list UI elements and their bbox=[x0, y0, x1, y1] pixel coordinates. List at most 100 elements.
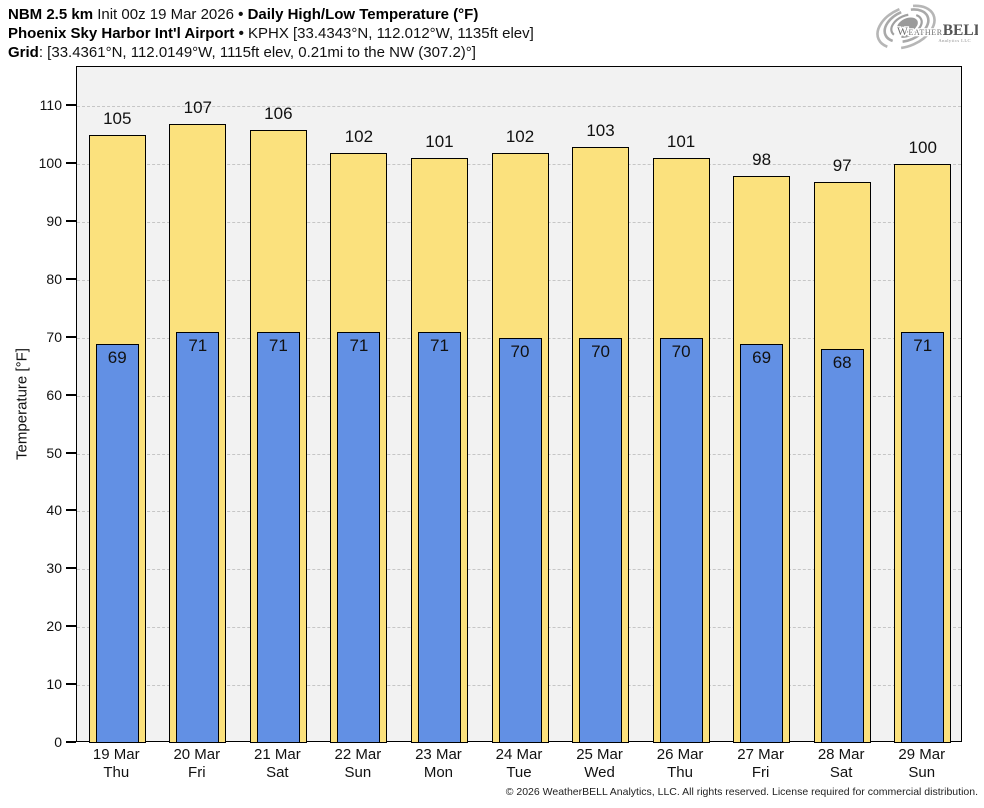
x-tick-label: 23 Mar Mon bbox=[398, 746, 479, 782]
chart-title: Daily High/Low Temperature (°F) bbox=[247, 6, 479, 23]
x-tick-date: 26 Mar bbox=[656, 746, 704, 763]
x-tick-weekday: Thu bbox=[667, 764, 693, 781]
x-tick-weekday: Sat bbox=[266, 764, 289, 781]
y-tick-label-40: 40 bbox=[46, 502, 62, 519]
low-bar bbox=[176, 332, 220, 743]
x-tick-label: 20 Mar Fri bbox=[157, 746, 238, 782]
chart-header: NBM 2.5 km Init 00z 19 Mar 2026 • Daily … bbox=[8, 5, 534, 62]
high-value-label: 100 bbox=[908, 138, 937, 158]
high-value-label: 102 bbox=[344, 126, 374, 146]
low-bar bbox=[417, 332, 461, 743]
y-tick-label-70: 70 bbox=[46, 328, 62, 345]
plot-area: 105 69 107 71 106 71 102 71 101 71 102 70 103 70 101 70… bbox=[76, 66, 962, 743]
x-tick-date: 29 Mar bbox=[898, 746, 946, 763]
y-tick-mark-100 bbox=[66, 162, 76, 165]
logo-weather-text: Weather bbox=[897, 26, 943, 38]
x-tick-label: 19 Mar Thu bbox=[76, 746, 157, 782]
low-value-label: 68 bbox=[832, 353, 852, 373]
x-tick-weekday: Tue bbox=[506, 764, 532, 781]
model-name: NBM 2.5 km bbox=[8, 6, 94, 23]
y-tick-label-0: 0 bbox=[54, 734, 62, 750]
x-tick-date: 27 Mar bbox=[737, 746, 784, 763]
low-bar bbox=[256, 332, 300, 743]
high-value-label: 107 bbox=[183, 97, 212, 117]
y-tick-label-20: 20 bbox=[46, 618, 62, 635]
y-tick-mark-70 bbox=[66, 335, 76, 338]
x-tick-label: 29 Mar Sun bbox=[881, 746, 962, 782]
y-tick-label-60: 60 bbox=[46, 386, 62, 403]
high-value-label: 105 bbox=[103, 109, 132, 129]
low-value-label: 70 bbox=[671, 341, 691, 361]
hurricane-swirl-icon bbox=[876, 4, 936, 50]
y-tick-mark-80 bbox=[66, 277, 76, 280]
x-tick-date: 28 Mar bbox=[817, 746, 865, 763]
high-value-label: 106 bbox=[264, 103, 293, 123]
x-tick-weekday: Fri bbox=[751, 764, 770, 781]
gridline-110 bbox=[77, 106, 961, 108]
low-bar bbox=[95, 343, 139, 743]
high-value-label: 102 bbox=[505, 126, 535, 146]
y-tick-label-50: 50 bbox=[46, 444, 62, 461]
low-value-label: 70 bbox=[510, 341, 530, 361]
low-value-label: 69 bbox=[107, 347, 127, 367]
x-tick-date: 21 Mar bbox=[254, 746, 301, 763]
high-value-label: 98 bbox=[752, 149, 772, 169]
x-tick-weekday: Fri bbox=[188, 764, 206, 781]
y-tick-label-10: 10 bbox=[46, 676, 62, 693]
grid-label: Grid bbox=[8, 44, 39, 61]
low-bar bbox=[337, 332, 381, 743]
y-tick-label-110: 110 bbox=[39, 97, 62, 114]
grid-details: : [33.4361°N, 112.0149°W, 1115ft elev, 0… bbox=[38, 44, 476, 61]
x-tick-weekday: Mon bbox=[423, 764, 454, 781]
station-location: KPHX [33.4343°N, 112.012°W, 1135ft elev] bbox=[248, 25, 534, 42]
low-bar bbox=[659, 337, 703, 743]
low-value-label: 71 bbox=[429, 336, 449, 356]
y-tick-mark-60 bbox=[66, 393, 76, 396]
logo-bell-text: BELL bbox=[943, 22, 978, 39]
low-bar bbox=[579, 337, 623, 743]
y-tick-mark-30 bbox=[66, 567, 76, 570]
y-tick-mark-0 bbox=[66, 741, 76, 743]
y-tick-label-80: 80 bbox=[46, 270, 62, 287]
low-value-label: 69 bbox=[752, 347, 772, 367]
y-tick-mark-10 bbox=[66, 683, 76, 686]
separator-dot: • bbox=[238, 25, 244, 42]
high-value-label: 101 bbox=[666, 132, 696, 152]
header-line-3: Grid: [33.4361°N, 112.0149°W, 1115ft ele… bbox=[8, 43, 534, 62]
high-value-label: 101 bbox=[425, 132, 454, 152]
x-tick-date: 22 Mar bbox=[334, 746, 382, 763]
low-value-label: 71 bbox=[349, 336, 369, 356]
y-tick-mark-20 bbox=[66, 625, 76, 628]
x-tick-weekday: Wed bbox=[584, 764, 615, 781]
x-tick-label: 26 Mar Thu bbox=[640, 746, 721, 782]
init-time: Init 00z 19 Mar 2026 bbox=[97, 6, 234, 23]
y-tick-mark-50 bbox=[66, 451, 76, 454]
x-tick-weekday: Sun bbox=[344, 764, 372, 781]
low-value-label: 71 bbox=[188, 336, 208, 356]
low-value-label: 71 bbox=[913, 336, 933, 356]
logo-subtitle-text: Analytics LLC bbox=[938, 38, 971, 43]
high-value-label: 103 bbox=[586, 120, 615, 140]
low-bar bbox=[498, 337, 542, 743]
low-value-label: 71 bbox=[268, 336, 288, 356]
x-tick-label: 28 Mar Sat bbox=[801, 746, 882, 782]
x-tick-label: 24 Mar Tue bbox=[479, 746, 560, 782]
low-bar bbox=[740, 343, 784, 743]
x-tick-date: 19 Mar bbox=[92, 746, 140, 763]
x-tick-label: 25 Mar Wed bbox=[559, 746, 640, 782]
weatherbell-logo: WeatherBELL Analytics LLC bbox=[876, 4, 978, 50]
high-value-label: 97 bbox=[832, 155, 852, 175]
low-bar bbox=[901, 332, 945, 743]
logo-wordmark: WeatherBELL bbox=[897, 22, 978, 39]
station-name: Phoenix Sky Harbor Int'l Airport bbox=[8, 25, 235, 42]
y-tick-label-100: 100 bbox=[38, 155, 62, 172]
copyright-notice: © 2026 WeatherBELL Analytics, LLC. All r… bbox=[505, 786, 978, 798]
x-tick-weekday: Thu bbox=[103, 764, 130, 781]
header-line-1: NBM 2.5 km Init 00z 19 Mar 2026 • Daily … bbox=[8, 5, 534, 24]
x-tick-date: 25 Mar bbox=[576, 746, 623, 763]
x-tick-weekday: Sat bbox=[829, 764, 853, 781]
x-tick-label: 21 Mar Sat bbox=[237, 746, 318, 782]
x-tick-label: 27 Mar Fri bbox=[720, 746, 801, 782]
y-tick-mark-40 bbox=[66, 509, 76, 512]
